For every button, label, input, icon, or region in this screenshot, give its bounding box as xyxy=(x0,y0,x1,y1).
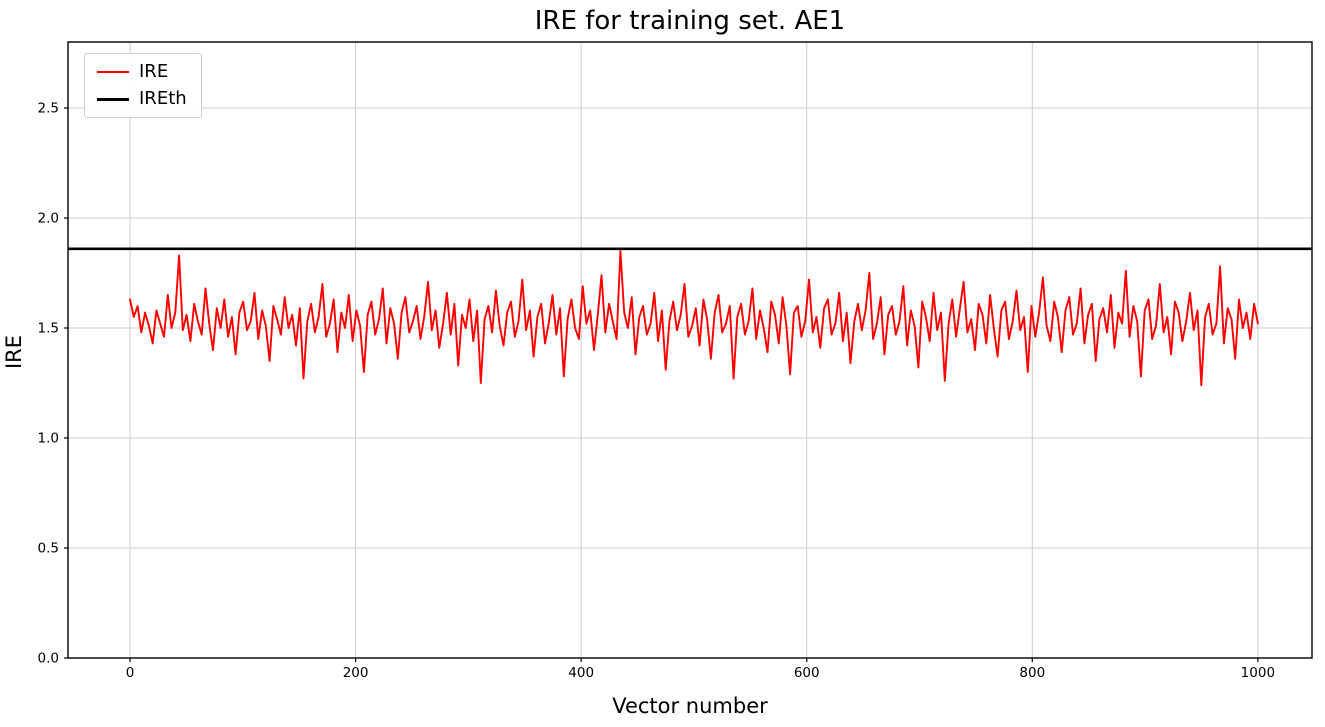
x-tick-label: 0 xyxy=(126,665,135,681)
y-tick-label: 2.5 xyxy=(38,101,59,117)
legend-line-sample-ire xyxy=(97,71,129,73)
legend-entry-ire: IRE xyxy=(97,63,187,81)
axes-frame xyxy=(67,41,1313,659)
chart-title: IRE for training set. AE1 xyxy=(534,6,846,36)
x-tick-label: 600 xyxy=(794,665,820,681)
y-tick-label: 2.0 xyxy=(38,211,59,227)
x-tick-label: 1000 xyxy=(1241,665,1275,681)
y-tick-label: 1.5 xyxy=(38,321,59,337)
y-tick-label: 0.0 xyxy=(38,651,59,667)
x-tick-label: 200 xyxy=(343,665,369,681)
y-tick-label: 1.0 xyxy=(38,431,59,447)
legend-label-ireth: IREth xyxy=(139,88,187,109)
legend-line-sample-ireth xyxy=(97,97,129,101)
y-axis-label: IRE xyxy=(2,334,26,370)
y-tick-label: 0.5 xyxy=(38,541,59,557)
x-tick-label: 400 xyxy=(568,665,594,681)
data-line-ire xyxy=(129,250,1259,387)
legend: IRE IREth xyxy=(84,53,202,118)
x-axis-label: Vector number xyxy=(612,694,768,718)
legend-label-ire: IRE xyxy=(139,61,169,82)
legend-entry-ireth: IREth xyxy=(97,90,187,108)
x-tick-label: 800 xyxy=(1019,665,1045,681)
